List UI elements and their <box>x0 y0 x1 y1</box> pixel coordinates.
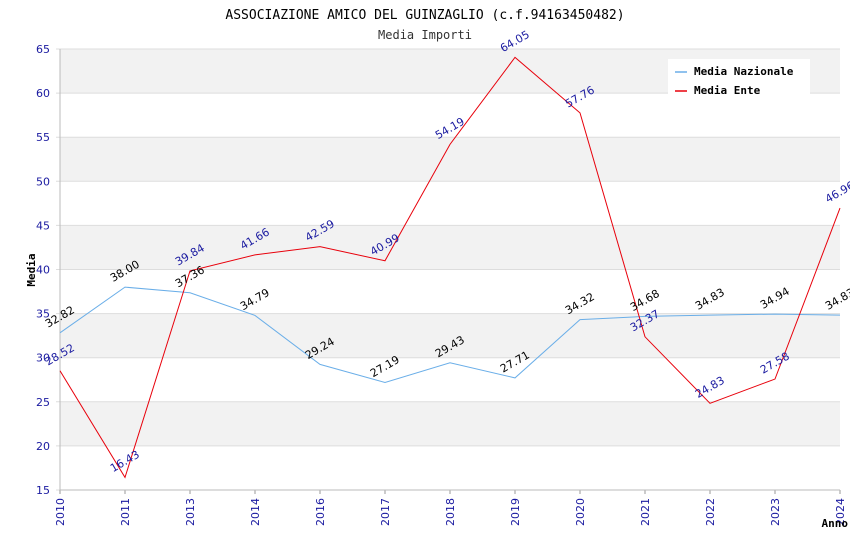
plot-background <box>60 49 840 490</box>
legend-label-ente: Media Ente <box>694 84 761 97</box>
x-tick-label: 2019 <box>509 498 522 526</box>
y-tick-label: 25 <box>36 396 50 409</box>
y-tick-label: 15 <box>36 484 50 497</box>
plot-band <box>60 93 840 138</box>
y-tick-label: 40 <box>36 264 50 277</box>
chart-title: ASSOCIAZIONE AMICO DEL GUINZAGLIO (c.f.9… <box>225 8 624 23</box>
y-axis-title: Media <box>25 253 38 286</box>
x-tick-label: 2014 <box>249 498 262 526</box>
x-tick-label: 2013 <box>184 498 197 526</box>
x-tick-label: 2018 <box>444 498 457 526</box>
plot-band <box>60 313 840 358</box>
x-tick-label: 2016 <box>314 498 327 526</box>
x-tick-label: 2010 <box>54 498 67 526</box>
x-tick-label: 2020 <box>574 498 587 526</box>
series-line-nazionale <box>59 286 841 384</box>
y-tick-label: 35 <box>36 308 50 321</box>
plot-band <box>60 269 840 314</box>
plot-band <box>60 357 840 402</box>
y-tick-label: 60 <box>36 87 50 100</box>
x-tick-labels: 2010 2011 2013 2014 2016 2017 2018 2019 2020 2021… <box>54 498 847 526</box>
y-tick-label: 45 <box>36 219 50 232</box>
y-tick-label: 20 <box>36 440 50 453</box>
plot-band <box>60 181 840 226</box>
x-tick-label: 2011 <box>119 498 132 526</box>
y-tick-label: 30 <box>36 352 50 365</box>
x-tick-label: 2023 <box>769 498 782 526</box>
series-line-ente <box>59 56 841 479</box>
plot-band <box>60 445 840 490</box>
y-tick-labels: 15 20 25 30 35 40 45 50 55 60 65 <box>36 43 50 497</box>
plot-band <box>60 401 840 446</box>
x-tick-label: 2017 <box>379 498 392 526</box>
y-tick-label: 65 <box>36 43 50 56</box>
chart-subtitle: Media Importi <box>378 28 472 42</box>
x-axis-title: Anno <box>822 517 849 530</box>
y-tick-label: 50 <box>36 175 50 188</box>
axes <box>59 49 841 494</box>
x-tick-label: 2024 <box>834 498 847 526</box>
x-tick-label: 2022 <box>704 498 717 526</box>
legend: Media Nazionale Media Ente <box>668 59 810 98</box>
legend-box <box>668 59 810 98</box>
y-tick-label: 55 <box>36 131 50 144</box>
plot-band <box>60 225 840 270</box>
series-lines <box>59 56 841 479</box>
x-tick-label: 2021 <box>639 498 652 526</box>
legend-label-nazionale: Media Nazionale <box>694 65 794 78</box>
